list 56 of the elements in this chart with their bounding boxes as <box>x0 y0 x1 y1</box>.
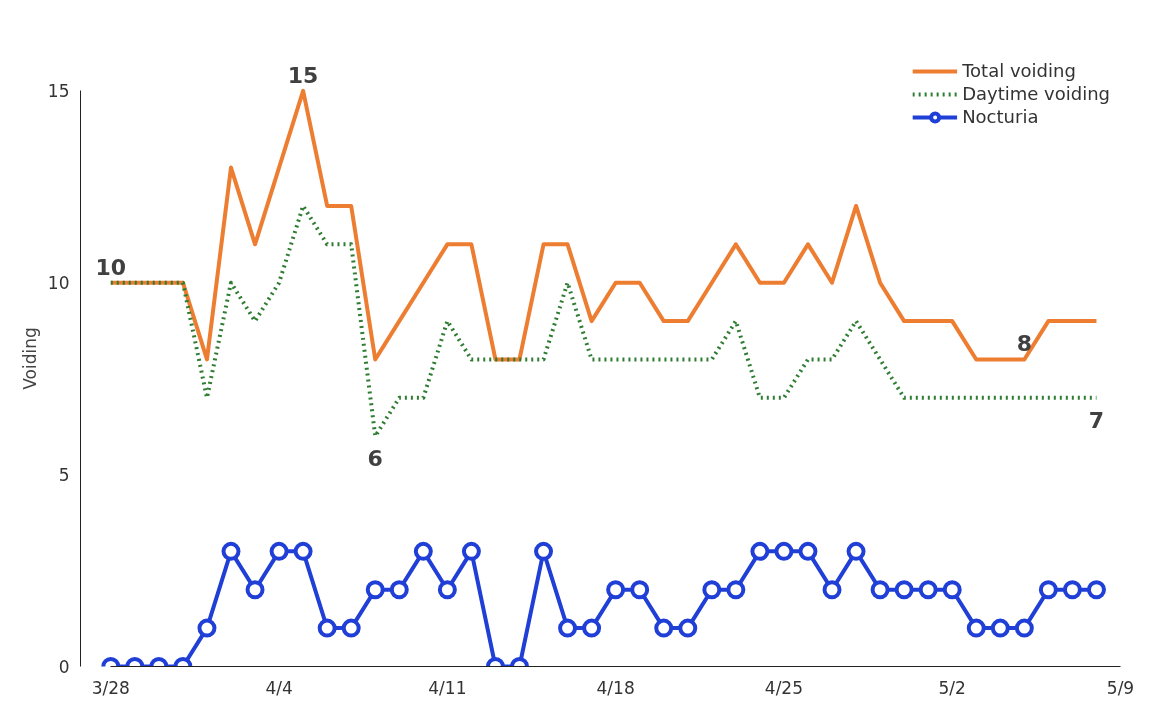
point <box>798 541 818 561</box>
point <box>1062 580 1082 600</box>
point <box>1038 580 1058 600</box>
point <box>197 618 217 638</box>
annotation: 15 <box>287 62 319 88</box>
point <box>990 618 1010 638</box>
point <box>413 541 433 561</box>
annotation: 10 <box>95 254 127 280</box>
legend-label: Nocturia <box>962 106 1039 127</box>
point <box>317 618 337 638</box>
point <box>245 580 265 600</box>
point <box>894 580 914 600</box>
annotation: 6 <box>367 446 383 472</box>
point <box>1014 618 1034 638</box>
y-tick-label: 0 <box>58 657 70 677</box>
point <box>534 541 554 561</box>
y-tick-label: 15 <box>47 81 70 102</box>
annotation: 8 <box>1016 331 1032 357</box>
point <box>822 580 842 600</box>
point <box>606 580 626 600</box>
point <box>1086 580 1106 600</box>
point <box>630 580 650 600</box>
point <box>654 618 674 638</box>
point <box>221 541 241 561</box>
point <box>702 580 722 600</box>
x-tick-label: 4/25 <box>764 677 804 698</box>
point <box>726 580 746 600</box>
x-tick-label: 5/9 <box>1106 677 1135 698</box>
point <box>870 580 890 600</box>
point <box>461 541 481 561</box>
y-tick-label: 10 <box>47 273 70 294</box>
annotation: 7 <box>1088 407 1105 433</box>
x-tick-label: 5/2 <box>938 677 966 698</box>
x-tick-label: 4/18 <box>596 677 635 698</box>
point <box>918 580 938 600</box>
x-tick-label: 4/4 <box>265 677 293 698</box>
y-axis-title: Voiding <box>19 327 40 390</box>
point <box>678 618 698 638</box>
point <box>558 618 578 638</box>
point <box>437 580 457 600</box>
x-tick-label: 4/11 <box>428 677 467 698</box>
legend-label: Total voiding <box>962 60 1076 81</box>
point <box>942 580 962 600</box>
point <box>365 580 385 600</box>
point <box>582 618 602 638</box>
point <box>846 541 866 561</box>
legend-label: Daytime voiding <box>962 83 1110 104</box>
point <box>293 541 313 561</box>
point <box>750 541 770 561</box>
point <box>389 580 409 600</box>
point <box>341 618 361 638</box>
point <box>774 541 794 561</box>
x-tick-label: 3/28 <box>91 677 130 698</box>
point <box>269 541 289 561</box>
point <box>966 618 986 638</box>
y-tick-label: 5 <box>58 465 70 486</box>
